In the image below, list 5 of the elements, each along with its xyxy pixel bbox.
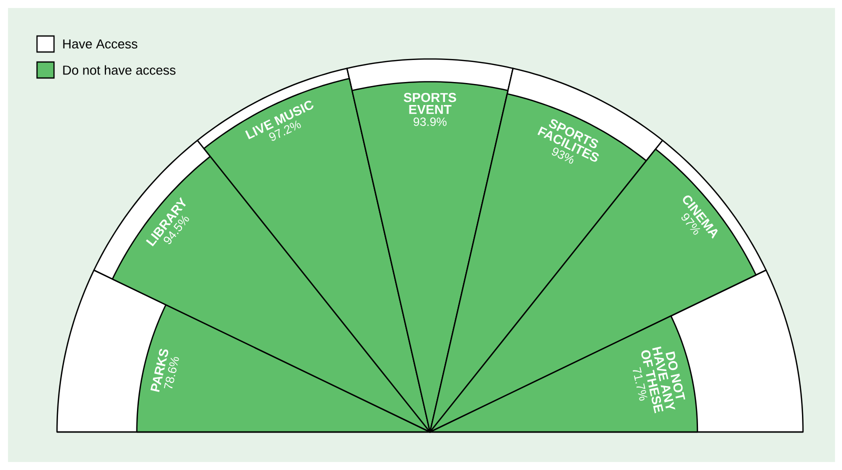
- data-label: 93.9%: [414, 118, 447, 126]
- data-label: 71.7%: [632, 367, 648, 401]
- text: Have Access: [63, 39, 138, 49]
- legend-label: Do not have access: [63, 65, 176, 75]
- category-label: SPORTS EVENT: [404, 92, 456, 114]
